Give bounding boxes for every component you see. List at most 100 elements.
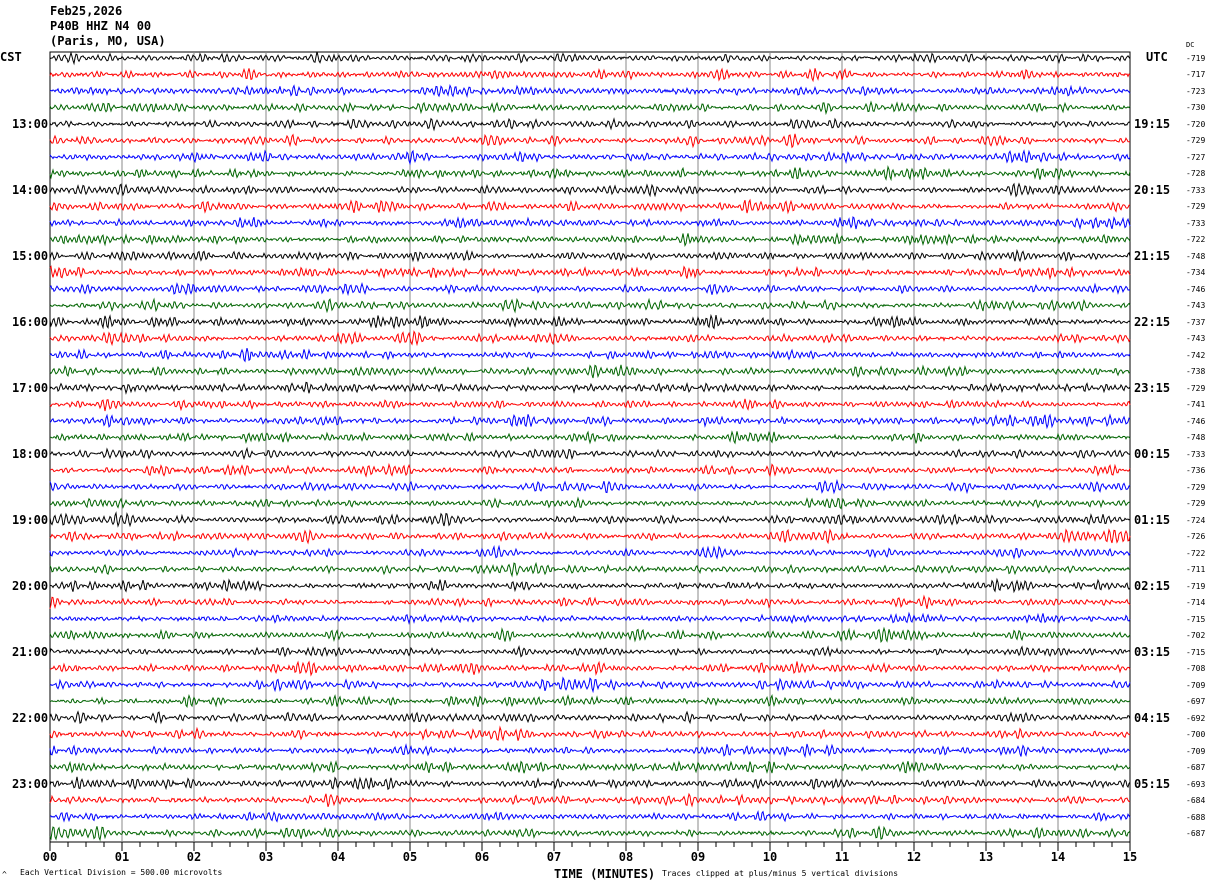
seismic-trace	[49, 149, 1131, 166]
x-tick-label: 07	[546, 850, 562, 864]
seismic-trace	[49, 216, 1131, 231]
seismic-trace	[49, 347, 1131, 363]
dc-offset-label: -727	[1186, 152, 1206, 162]
corner-mark: ^	[2, 870, 7, 879]
seismic-trace	[49, 198, 1131, 215]
seismic-trace	[49, 626, 1131, 644]
dc-offset-label: -711	[1186, 565, 1206, 575]
cst-hour-label: 22:00	[12, 710, 49, 725]
seismic-trace	[49, 446, 1131, 460]
clip-note: Traces clipped at plus/minus 5 vertical …	[662, 869, 899, 878]
dc-offset-label: -714	[1186, 598, 1206, 608]
dc-offset-label: -709	[1186, 680, 1206, 690]
plot-frame	[49, 51, 1131, 843]
cst-hour-label: 19:00	[12, 512, 49, 527]
dc-offset-label: -693	[1186, 779, 1206, 789]
x-tick-label: 13	[978, 850, 994, 864]
dc-offset-label: -715	[1186, 614, 1206, 624]
seismic-trace	[49, 364, 1131, 379]
seismic-trace	[50, 430, 1131, 445]
seismic-trace	[49, 544, 1131, 560]
x-tick-label: 12	[906, 850, 922, 864]
x-tick-label: 11	[834, 850, 850, 864]
dc-offset-label: -722	[1186, 235, 1206, 245]
seismic-trace	[49, 528, 1131, 545]
dc-offset-label: -729	[1186, 202, 1206, 212]
seismic-trace	[49, 776, 1131, 791]
seismic-trace	[49, 710, 1131, 725]
cst-hour-label: 21:00	[12, 644, 49, 659]
seismic-trace	[49, 248, 1131, 263]
dc-offset-label: -733	[1186, 185, 1206, 195]
x-tick-label: 08	[618, 850, 634, 864]
seismic-trace	[49, 297, 1131, 314]
seismic-trace	[49, 413, 1131, 430]
utc-hour-label: 00:15	[1134, 446, 1171, 461]
seismic-trace	[49, 232, 1131, 247]
dc-label: DC	[1186, 41, 1195, 49]
dc-offset-label: -684	[1186, 796, 1206, 806]
dc-offset-label: -729	[1186, 499, 1206, 509]
seismic-trace	[49, 313, 1131, 330]
utc-hour-label: 04:15	[1134, 710, 1171, 725]
utc-hour-label: 21:15	[1134, 248, 1171, 263]
seismic-trace	[49, 611, 1131, 625]
seismic-trace	[49, 265, 1131, 281]
dc-offset-label: -709	[1186, 746, 1206, 756]
dc-offset-label: -715	[1186, 647, 1206, 657]
dc-offset-label: -743	[1186, 334, 1206, 344]
utc-label: UTC	[1146, 50, 1168, 64]
dc-offset-label: -720	[1186, 119, 1206, 129]
x-tick-label: 01	[114, 850, 130, 864]
utc-hour-label: 20:15	[1134, 182, 1171, 197]
seismic-trace	[49, 809, 1131, 823]
utc-hour-label: 22:15	[1134, 314, 1171, 329]
utc-hour-label: 02:15	[1134, 578, 1171, 593]
dc-offset-label: -748	[1186, 251, 1206, 261]
seismic-trace	[49, 381, 1131, 395]
dc-offset-label: -742	[1186, 350, 1206, 360]
dc-offset-label: -692	[1186, 713, 1206, 723]
seismic-trace	[49, 645, 1131, 658]
x-axis-title: TIME (MINUTES)	[554, 867, 656, 881]
dc-offset-label: -728	[1186, 169, 1206, 179]
dc-offset-label: -702	[1186, 631, 1206, 641]
seismic-trace	[49, 792, 1131, 808]
dc-offset-label: -724	[1186, 515, 1206, 525]
dc-offset-label: -708	[1186, 664, 1206, 674]
dc-offset-label: -726	[1186, 532, 1206, 542]
dc-offset-label: -741	[1186, 400, 1206, 410]
seismic-trace	[49, 83, 1131, 98]
dc-offset-label: -734	[1186, 268, 1206, 278]
seismic-trace	[49, 330, 1131, 347]
x-tick-label: 06	[474, 850, 490, 864]
seismic-trace	[49, 511, 1131, 528]
utc-hour-label: 05:15	[1134, 776, 1171, 791]
seismic-trace	[49, 676, 1131, 694]
utc-hour-label: 23:15	[1134, 380, 1171, 395]
x-tick-label: 05	[402, 850, 418, 864]
dc-offset-label: -688	[1186, 812, 1206, 822]
utc-hour-label: 01:15	[1134, 512, 1171, 527]
x-tick-label: 10	[762, 850, 778, 864]
x-tick-label: 14	[1050, 850, 1066, 864]
cst-hour-label: 18:00	[12, 446, 49, 461]
seismic-trace	[49, 693, 1131, 709]
x-tick-label: 02	[186, 850, 202, 864]
cst-hour-label: 20:00	[12, 578, 49, 593]
seismic-trace	[49, 462, 1131, 478]
seismic-trace	[49, 398, 1131, 412]
dc-offset-label: -733	[1186, 449, 1206, 459]
seismic-trace	[49, 182, 1131, 198]
x-tick-label: 03	[258, 850, 274, 864]
cst-hour-label: 17:00	[12, 380, 49, 395]
dc-offset-label: -729	[1186, 383, 1206, 393]
seismic-trace	[49, 100, 1131, 116]
seismic-trace	[49, 825, 1131, 842]
seismic-trace	[49, 478, 1131, 495]
seismic-trace	[49, 67, 1131, 83]
cst-hour-label: 15:00	[12, 248, 49, 263]
dc-offset-label: -748	[1186, 433, 1206, 443]
dc-offset-label: -729	[1186, 482, 1206, 492]
